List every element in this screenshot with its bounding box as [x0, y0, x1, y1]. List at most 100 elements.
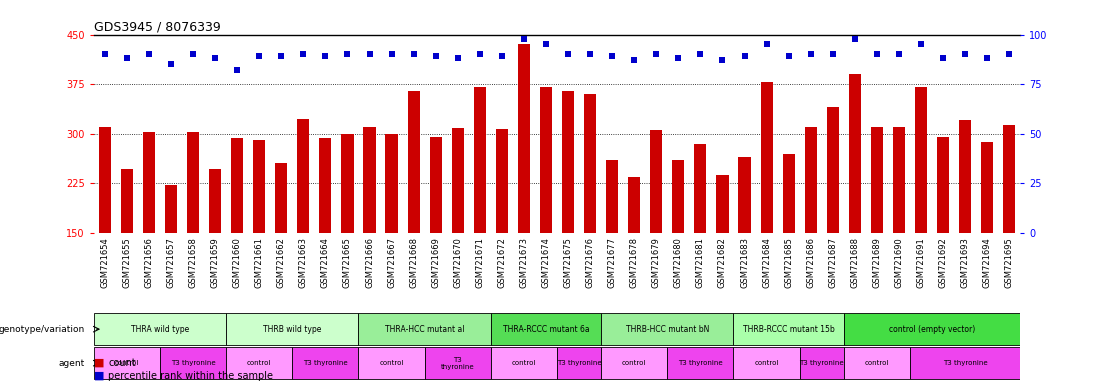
Bar [739, 157, 751, 233]
Bar [585, 94, 597, 233]
Bar [226, 347, 292, 379]
Text: GDS3945 / 8076339: GDS3945 / 8076339 [94, 20, 221, 33]
Point [736, 53, 753, 60]
Text: GSM721676: GSM721676 [586, 237, 595, 288]
Point [427, 53, 445, 60]
Text: THRA-HCC mutant al: THRA-HCC mutant al [385, 324, 464, 334]
Text: control: control [754, 360, 779, 366]
Bar [491, 347, 557, 379]
Point [295, 51, 312, 58]
Point [493, 53, 511, 60]
Bar [94, 347, 160, 379]
Bar [232, 138, 244, 233]
Text: GSM721658: GSM721658 [189, 237, 197, 288]
Point [802, 51, 820, 58]
Bar [827, 107, 838, 233]
Point [758, 41, 775, 48]
Bar [474, 88, 486, 233]
Text: GSM721674: GSM721674 [542, 237, 550, 288]
Bar [695, 144, 707, 233]
Point [692, 51, 709, 58]
Bar [960, 121, 972, 233]
Bar [844, 347, 910, 379]
Bar [844, 313, 1020, 346]
Point [978, 55, 996, 61]
Text: control: control [512, 360, 536, 366]
Text: GSM721673: GSM721673 [520, 237, 528, 288]
Point [559, 51, 577, 58]
Point [824, 51, 842, 58]
Point [1000, 51, 1018, 58]
Point [206, 55, 224, 61]
Bar [425, 347, 491, 379]
Bar [540, 88, 553, 233]
Text: genotype/variation: genotype/variation [0, 324, 85, 334]
Point [162, 61, 180, 67]
Text: THRB-RCCC mutant 15b: THRB-RCCC mutant 15b [742, 324, 835, 334]
Text: GSM721670: GSM721670 [453, 237, 462, 288]
Point [339, 51, 356, 58]
Text: T3 thyronine: T3 thyronine [557, 360, 601, 366]
Text: GSM721655: GSM721655 [122, 237, 131, 288]
Point [868, 51, 886, 58]
Text: GSM721661: GSM721661 [255, 237, 264, 288]
Bar [364, 127, 376, 233]
Text: THRB-HCC mutant bN: THRB-HCC mutant bN [625, 324, 709, 334]
Point [250, 53, 268, 60]
Bar [601, 313, 733, 346]
Point [956, 51, 974, 58]
Text: GSM721672: GSM721672 [497, 237, 506, 288]
Bar [557, 347, 601, 379]
Bar [292, 347, 358, 379]
Bar [893, 127, 904, 233]
Text: GSM721693: GSM721693 [961, 237, 970, 288]
Text: T3 thyronine: T3 thyronine [678, 360, 722, 366]
Point [603, 53, 621, 60]
Bar [982, 142, 993, 233]
Text: percentile rank within the sample: percentile rank within the sample [108, 371, 274, 381]
Text: GSM721657: GSM721657 [167, 237, 175, 288]
Text: GSM721688: GSM721688 [850, 237, 859, 288]
Text: GSM721671: GSM721671 [475, 237, 484, 288]
Bar [491, 313, 601, 346]
Point [846, 35, 864, 41]
Text: control: control [247, 360, 271, 366]
Bar [651, 131, 663, 233]
Bar [733, 313, 844, 346]
Bar [430, 137, 442, 233]
Text: GSM721659: GSM721659 [211, 237, 219, 288]
Point [383, 51, 400, 58]
Text: control: control [379, 360, 404, 366]
Point [581, 51, 599, 58]
Bar [518, 45, 531, 233]
Bar [563, 91, 575, 233]
Text: GSM721689: GSM721689 [872, 237, 881, 288]
Point [647, 51, 665, 58]
Bar [254, 140, 265, 233]
Point [471, 51, 489, 58]
Bar [629, 177, 640, 233]
Point [449, 55, 467, 61]
Bar [673, 160, 684, 233]
Bar [342, 134, 354, 233]
Text: T3 thyronine: T3 thyronine [303, 360, 347, 366]
Text: T3 thyronine: T3 thyronine [943, 360, 987, 366]
Text: THRA wild type: THRA wild type [131, 324, 189, 334]
Bar [160, 347, 226, 379]
Point [140, 51, 158, 58]
Point [118, 55, 136, 61]
Text: GSM721675: GSM721675 [564, 237, 572, 288]
Text: T3
thyronine: T3 thyronine [441, 357, 474, 370]
Bar [601, 347, 667, 379]
Text: GSM721682: GSM721682 [718, 237, 727, 288]
Bar [805, 127, 816, 233]
Bar [226, 313, 358, 346]
Text: T3 thyronine: T3 thyronine [171, 360, 215, 366]
Text: GSM721684: GSM721684 [762, 237, 771, 288]
Text: GSM721686: GSM721686 [806, 237, 815, 288]
Bar [761, 82, 772, 233]
Text: GSM721692: GSM721692 [939, 237, 947, 288]
Point [714, 57, 731, 63]
Bar [320, 138, 332, 233]
Point [515, 35, 533, 41]
